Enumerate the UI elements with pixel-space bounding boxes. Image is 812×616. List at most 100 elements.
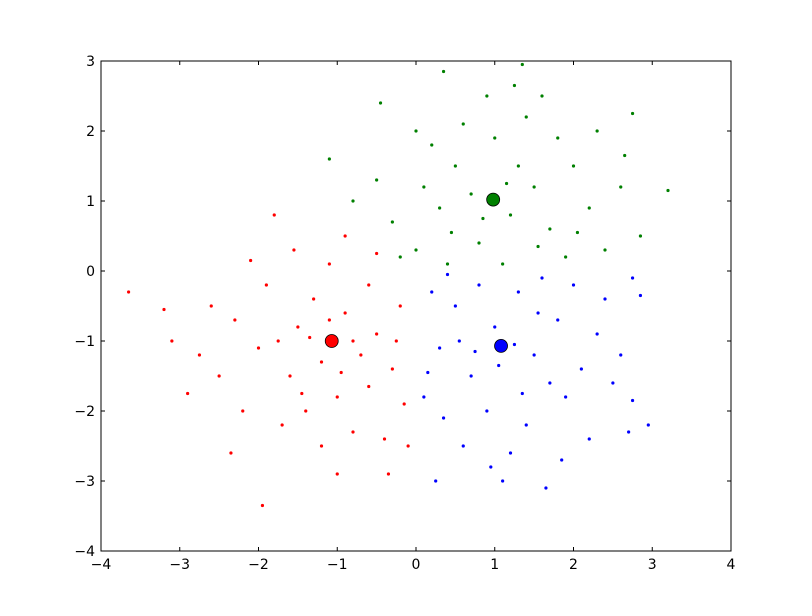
x-tick-label: 2 xyxy=(569,557,578,573)
point xyxy=(461,122,465,126)
point xyxy=(296,325,300,329)
point xyxy=(217,374,221,378)
point xyxy=(493,325,497,329)
point xyxy=(540,276,544,280)
point xyxy=(575,230,580,235)
point xyxy=(504,181,509,186)
point xyxy=(493,136,497,140)
point xyxy=(186,391,190,396)
point xyxy=(422,395,426,399)
point xyxy=(434,479,438,483)
point xyxy=(560,458,564,462)
point xyxy=(497,363,501,368)
point xyxy=(638,234,643,238)
point xyxy=(422,185,426,189)
centroid xyxy=(486,192,501,207)
point xyxy=(209,304,213,308)
point xyxy=(390,220,394,224)
y-tick-label: −3 xyxy=(74,474,95,490)
point xyxy=(426,370,430,375)
point xyxy=(351,199,355,203)
point xyxy=(469,192,473,196)
point xyxy=(249,258,253,263)
point xyxy=(162,307,166,312)
point xyxy=(197,353,202,357)
point xyxy=(489,465,493,469)
point xyxy=(449,230,454,235)
point xyxy=(603,248,607,252)
point xyxy=(382,437,387,441)
point xyxy=(481,216,485,221)
point xyxy=(619,353,623,357)
point xyxy=(548,227,552,231)
y-tick-label: −2 xyxy=(74,404,95,420)
point xyxy=(516,164,520,168)
x-tick-label: 4 xyxy=(727,557,736,573)
x-tick-label: 3 xyxy=(648,557,657,573)
point xyxy=(292,248,296,252)
point xyxy=(256,346,261,350)
point xyxy=(351,339,355,343)
x-tick-label: 1 xyxy=(490,557,499,573)
x-tick-label: −3 xyxy=(169,557,190,573)
point xyxy=(367,283,371,287)
point xyxy=(540,94,544,98)
y-tick-label: 2 xyxy=(86,124,95,140)
point xyxy=(229,451,233,455)
point xyxy=(512,83,517,88)
point xyxy=(556,136,560,140)
point xyxy=(630,111,635,116)
point xyxy=(453,164,457,168)
point xyxy=(398,255,402,259)
point xyxy=(508,213,513,217)
point xyxy=(453,304,457,308)
point xyxy=(501,479,505,483)
point xyxy=(300,391,304,396)
point xyxy=(288,374,292,378)
point xyxy=(524,423,528,427)
point xyxy=(386,472,391,476)
point xyxy=(473,349,477,354)
point xyxy=(556,318,560,322)
point xyxy=(666,188,670,193)
point xyxy=(623,153,627,158)
plot-area xyxy=(101,61,731,551)
point xyxy=(343,311,347,315)
point xyxy=(319,444,324,448)
point xyxy=(438,346,442,350)
point xyxy=(375,251,379,256)
point xyxy=(630,276,635,280)
point xyxy=(272,213,276,217)
point xyxy=(445,272,450,277)
point xyxy=(335,472,339,476)
point xyxy=(536,244,540,249)
point xyxy=(375,178,379,182)
point xyxy=(126,290,131,294)
point xyxy=(485,409,489,413)
point xyxy=(646,423,650,427)
point xyxy=(544,486,548,490)
point xyxy=(532,353,536,357)
point xyxy=(375,332,379,336)
point xyxy=(619,185,623,189)
point xyxy=(564,255,568,259)
point xyxy=(335,395,339,399)
point xyxy=(339,370,343,375)
x-tick-label: −4 xyxy=(91,557,112,573)
point xyxy=(170,339,174,343)
point xyxy=(485,94,489,98)
x-tick-label: −2 xyxy=(248,557,269,573)
point xyxy=(233,318,237,322)
point xyxy=(367,384,371,389)
y-tick-label: 3 xyxy=(86,54,95,70)
point xyxy=(264,283,268,287)
point xyxy=(461,444,465,448)
centroid xyxy=(494,338,508,353)
y-tick-label: −1 xyxy=(74,334,95,350)
point xyxy=(327,318,331,322)
point xyxy=(469,374,473,378)
point xyxy=(359,353,363,357)
point xyxy=(406,444,410,448)
point xyxy=(638,293,643,298)
